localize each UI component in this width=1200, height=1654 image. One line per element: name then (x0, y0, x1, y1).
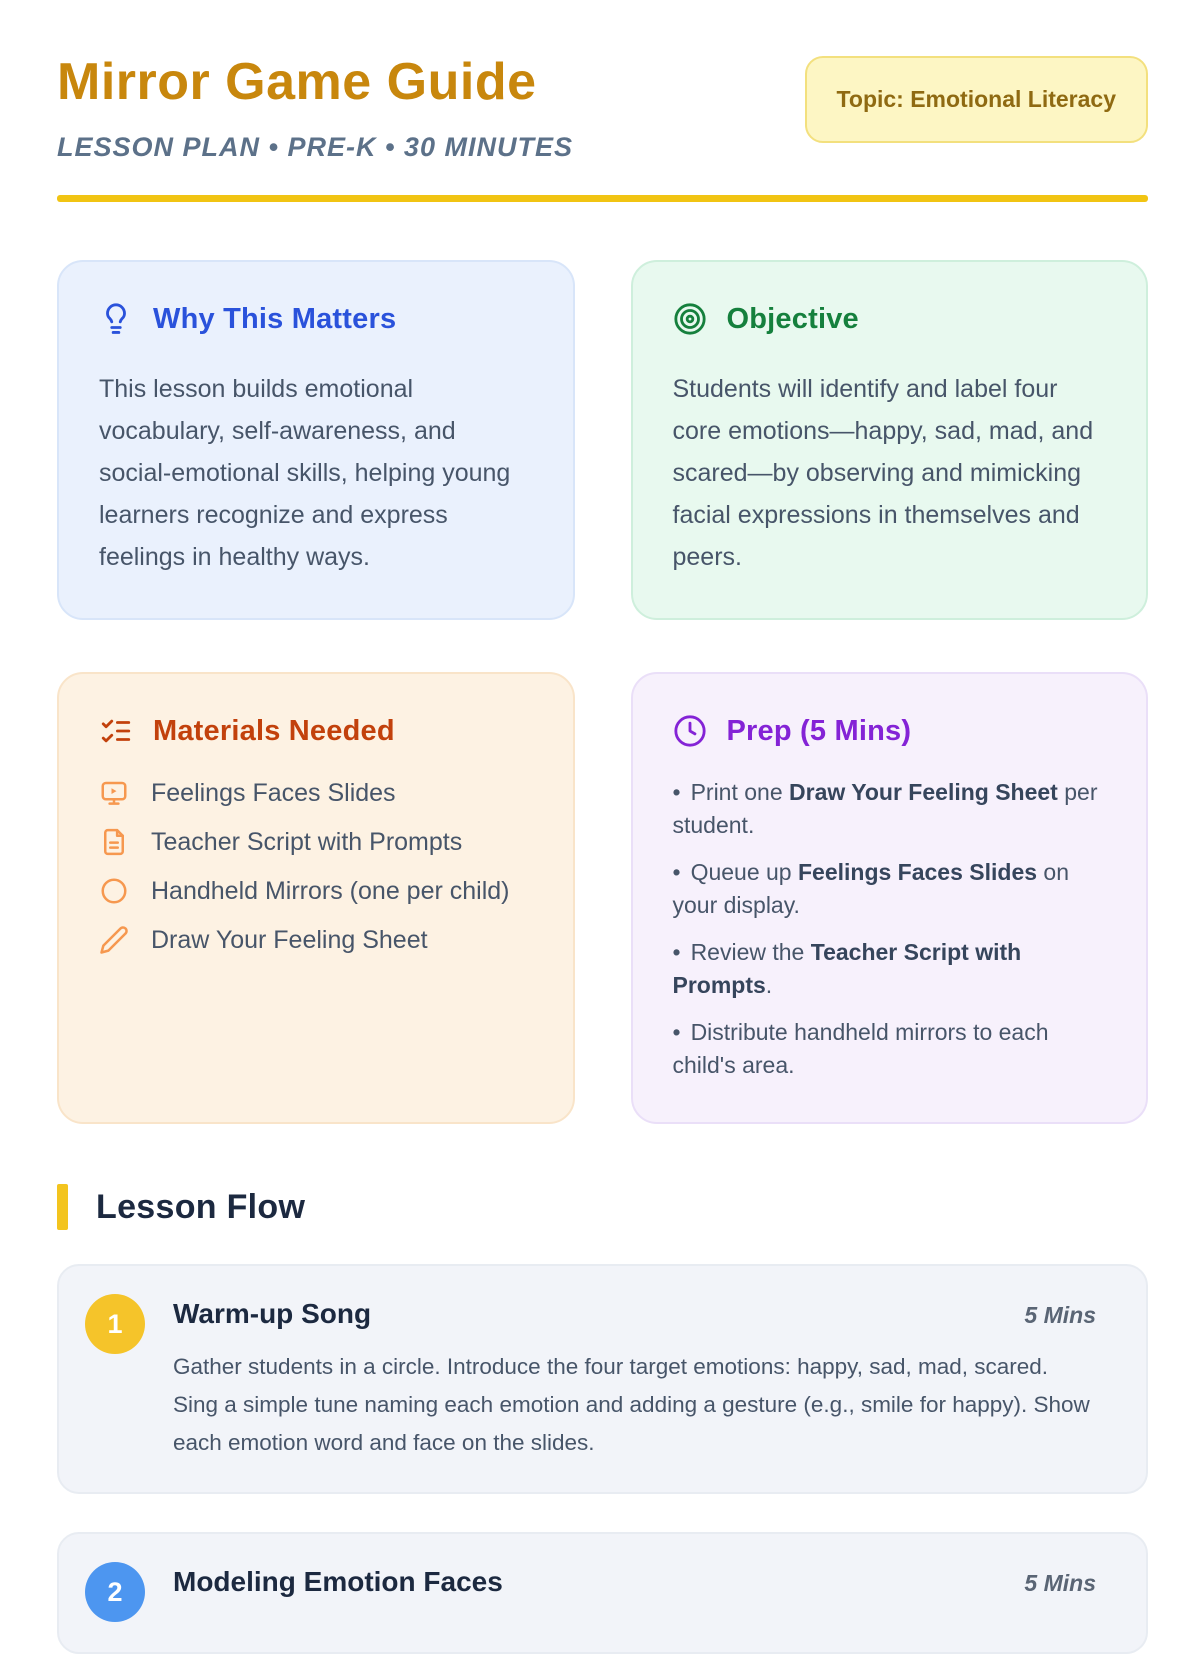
step-card: 2 Modeling Emotion Faces 5 Mins (57, 1532, 1148, 1654)
target-icon (673, 302, 707, 336)
step-header: Warm-up Song 5 Mins (173, 1298, 1096, 1330)
lightbulb-icon (99, 302, 133, 336)
lesson-flow-steps: 1 Warm-up Song 5 Mins Gather students in a … (57, 1264, 1148, 1654)
step-content: Modeling Emotion Faces 5 Mins (173, 1558, 1096, 1622)
card-header: Objective (673, 302, 1107, 336)
prep-text: Print one (690, 779, 790, 806)
prep-text: Review the (690, 939, 811, 966)
step-duration: 5 Mins (1024, 1302, 1096, 1329)
material-label: Handheld Mirrors (one per child) (151, 876, 510, 905)
step-duration: 5 Mins (1024, 1570, 1096, 1597)
title-block: Mirror Game Guide LESSON PLAN • PRE-K • … (57, 54, 573, 163)
lesson-flow-heading: Lesson Flow (57, 1184, 1148, 1231)
bullet-dot: • (672, 939, 681, 966)
prep-list: • Print one Draw Your Feeling Sheet per s… (673, 776, 1107, 1082)
section-title: Lesson Flow (96, 1187, 306, 1226)
prep-item: • Queue up Feelings Faces Slides on your … (673, 856, 1107, 922)
slides-icon (99, 778, 129, 808)
step-content: Warm-up Song 5 Mins Gather students in a c… (173, 1290, 1096, 1462)
step-title: Modeling Emotion Faces (173, 1566, 503, 1598)
prep-text-bold: Teacher Script with Prompts (672, 939, 1022, 999)
accent-bar (57, 1184, 68, 1231)
prep-item: • Review the Teacher Script with Prompts. (673, 936, 1107, 1002)
card-header: Prep (5 Mins) (673, 714, 1107, 748)
material-item: Draw Your Feeling Sheet (99, 925, 533, 955)
bullet-dot: • (672, 779, 681, 806)
card-title: Why This Matters (153, 302, 397, 335)
materials-list: Feelings Faces Slides Teacher Script with… (99, 778, 533, 955)
page-subtitle: LESSON PLAN • PRE-K • 30 MINUTES (57, 132, 573, 163)
prep-text: per student. (672, 779, 1098, 839)
step-card: 1 Warm-up Song 5 Mins Gather students in a … (57, 1264, 1148, 1495)
card-title: Prep (5 Mins) (726, 714, 912, 747)
material-label: Teacher Script with Prompts (151, 827, 463, 856)
step-description: Gather students in a circle. Introduce t… (173, 1354, 1090, 1456)
step-number-badge: 1 (85, 1294, 145, 1355)
circle-icon (99, 876, 129, 906)
step-header: Modeling Emotion Faces 5 Mins (173, 1566, 1096, 1598)
card-body-text: Students will identify and label four co… (672, 375, 1094, 572)
material-item: Teacher Script with Prompts (99, 827, 533, 857)
bullet-dot: • (672, 859, 681, 886)
document-header: Mirror Game Guide LESSON PLAN • PRE-K • … (57, 54, 1148, 163)
card-header: Why This Matters (99, 302, 533, 336)
card-title: Materials Needed (153, 714, 395, 747)
prep-text: on your display. (672, 859, 1070, 919)
bullet-dot: • (672, 1019, 681, 1046)
prep-text-bold: Draw Your Feeling Sheet (789, 779, 1058, 806)
prep-item: • Distribute handheld mirrors to each chi… (673, 1016, 1107, 1082)
prep-item: • Print one Draw Your Feeling Sheet per s… (673, 776, 1107, 842)
objective-card: Objective Students will identify and lab… (630, 260, 1148, 621)
prep-text: Queue up (690, 859, 798, 886)
material-label: Draw Your Feeling Sheet (151, 925, 428, 954)
card-body-text: This lesson builds emotional vocabulary,… (99, 375, 511, 572)
materials-needed-card: Materials Needed Feelings Faces Slides Te… (57, 672, 575, 1125)
step-number-badge: 2 (85, 1562, 145, 1623)
prep-text: . (765, 972, 773, 999)
prep-text-bold: Feelings Faces Slides (797, 859, 1038, 886)
material-label: Feelings Faces Slides (151, 778, 396, 807)
material-item: Feelings Faces Slides (99, 778, 533, 808)
page-title: Mirror Game Guide (57, 53, 537, 111)
info-cards-grid: Why This Matters This lesson builds emot… (57, 260, 1148, 1125)
topic-badge: Topic: Emotional Literacy (804, 56, 1148, 143)
card-header: Materials Needed (99, 714, 533, 748)
material-item: Handheld Mirrors (one per child) (99, 876, 533, 906)
clock-icon (673, 714, 707, 748)
prep-card: Prep (5 Mins) • Print one Draw Your Feeli… (630, 672, 1148, 1125)
prep-text: Distribute handheld mirrors to each chil… (672, 1019, 1049, 1079)
card-title: Objective (726, 302, 859, 335)
checklist-icon (99, 714, 133, 748)
divider-rule (57, 195, 1148, 203)
why-this-matters-card: Why This Matters This lesson builds emot… (57, 260, 575, 621)
document-icon (99, 827, 129, 857)
step-title: Warm-up Song (173, 1298, 372, 1330)
pencil-icon (99, 925, 129, 955)
